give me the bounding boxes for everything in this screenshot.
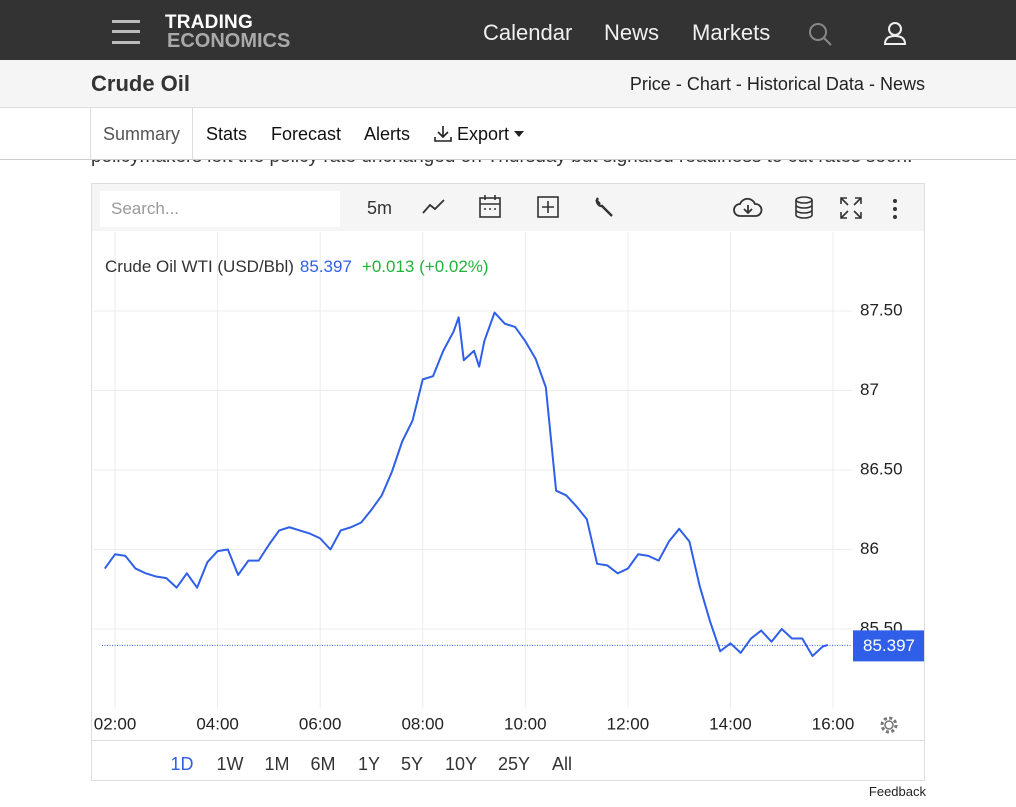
settings-icon[interactable] bbox=[880, 716, 898, 734]
range-button[interactable]: 6M bbox=[310, 754, 336, 774]
series-name: Crude Oil WTI (USD/Bbl) bbox=[105, 257, 294, 276]
tab[interactable]: Stats bbox=[206, 124, 248, 144]
range-button[interactable]: 1M bbox=[264, 754, 290, 774]
axis-panel bbox=[852, 232, 924, 709]
y-tick-label: 87 bbox=[860, 380, 879, 399]
chart-type-icon[interactable] bbox=[420, 196, 448, 218]
x-tick-label: 02:00 bbox=[94, 714, 137, 733]
price-change: +0.013 (+0.02%) bbox=[362, 257, 489, 276]
page-title: Crude Oil bbox=[91, 71, 191, 96]
active-tab-box bbox=[90, 108, 193, 159]
menu-icon[interactable] bbox=[110, 18, 142, 46]
y-tick-label: 86.50 bbox=[860, 459, 903, 478]
search-input[interactable]: Search... bbox=[100, 191, 340, 227]
separator: - bbox=[868, 74, 875, 94]
last-price: 85.397 bbox=[300, 257, 352, 276]
tab[interactable]: Alerts bbox=[364, 124, 411, 144]
add-icon[interactable] bbox=[536, 195, 560, 219]
y-tick-label: 86 bbox=[860, 539, 879, 558]
export-icon[interactable] bbox=[433, 124, 453, 144]
interval-button[interactable]: 5m bbox=[367, 198, 393, 218]
dropdown-caret[interactable] bbox=[513, 130, 525, 138]
nav-link[interactable]: Calendar bbox=[483, 20, 573, 45]
chart-toolbar: Search... 5m bbox=[92, 184, 924, 231]
nav-link[interactable]: News bbox=[604, 20, 660, 45]
nav-link[interactable]: Markets bbox=[692, 20, 771, 45]
legend: Crude Oil WTI (USD/Bbl) 85.397 +0.013 (+0.… bbox=[105, 257, 489, 276]
fullscreen-icon[interactable] bbox=[839, 196, 863, 220]
section-link[interactable]: Price bbox=[629, 74, 671, 94]
range-button[interactable]: 25Y bbox=[497, 754, 531, 774]
last-price-box bbox=[853, 630, 924, 662]
search-icon[interactable] bbox=[807, 21, 835, 49]
separator: - bbox=[735, 74, 742, 94]
range-button[interactable]: 1Y bbox=[357, 754, 381, 774]
data-icon[interactable] bbox=[793, 195, 815, 221]
section-link[interactable]: Chart bbox=[686, 74, 731, 94]
x-tick-label: 08:00 bbox=[401, 714, 444, 733]
range-button[interactable]: 1D bbox=[160, 754, 203, 780]
range-button[interactable]: 5Y bbox=[400, 754, 424, 774]
download-icon[interactable] bbox=[732, 196, 764, 220]
calendar-icon[interactable] bbox=[478, 194, 502, 220]
x-tick-label: 06:00 bbox=[299, 714, 342, 733]
range-buttons: 1D 1W 1M 6M 1Y 5Y 10Y 25Y All bbox=[92, 184, 924, 780]
x-tick-label: 12:00 bbox=[607, 714, 650, 733]
range-button[interactable]: 10Y bbox=[444, 754, 478, 774]
x-tick-label: 04:00 bbox=[196, 714, 239, 733]
tab[interactable]: Summary bbox=[103, 124, 181, 144]
separator: - bbox=[675, 74, 682, 94]
top-navigation: TRADING ECONOMICS Calendar News Markets bbox=[0, 0, 1016, 60]
more-icon[interactable] bbox=[890, 197, 900, 221]
tab[interactable]: Forecast bbox=[271, 124, 342, 144]
x-tick-label: 16:00 bbox=[812, 714, 855, 733]
tab[interactable]: Export bbox=[457, 124, 510, 144]
chart-widget: Search... 5m 85.50 86 86.50 87 87.50 02:00 04:… bbox=[91, 183, 925, 781]
section-links: Price - Chart - Historical Data - News bbox=[630, 74, 925, 95]
tools-icon[interactable] bbox=[592, 196, 616, 220]
y-tick-label: 87.50 bbox=[860, 300, 903, 319]
x-tick-label: 10:00 bbox=[504, 714, 547, 733]
section-link[interactable]: News bbox=[879, 74, 925, 94]
range-divider bbox=[92, 740, 924, 741]
user-icon[interactable] bbox=[883, 21, 909, 47]
last-price-label: 85.397 bbox=[863, 636, 915, 655]
logo-bottom[interactable]: ECONOMICS bbox=[167, 30, 291, 52]
tabs-bar: Summary Stats Forecast Alerts Export bbox=[0, 108, 1016, 160]
feedback-link[interactable]: Feedback bbox=[868, 784, 926, 799]
range-button[interactable]: All bbox=[551, 754, 573, 774]
logo-top[interactable]: TRADING bbox=[165, 12, 253, 33]
x-tick-label: 14:00 bbox=[709, 714, 752, 733]
price-line bbox=[103, 311, 829, 658]
range-button[interactable]: 1W bbox=[216, 754, 244, 774]
title-bar: Crude Oil Price - Chart - Historical Dat… bbox=[0, 60, 1016, 108]
section-link[interactable]: Historical Data bbox=[746, 74, 864, 94]
